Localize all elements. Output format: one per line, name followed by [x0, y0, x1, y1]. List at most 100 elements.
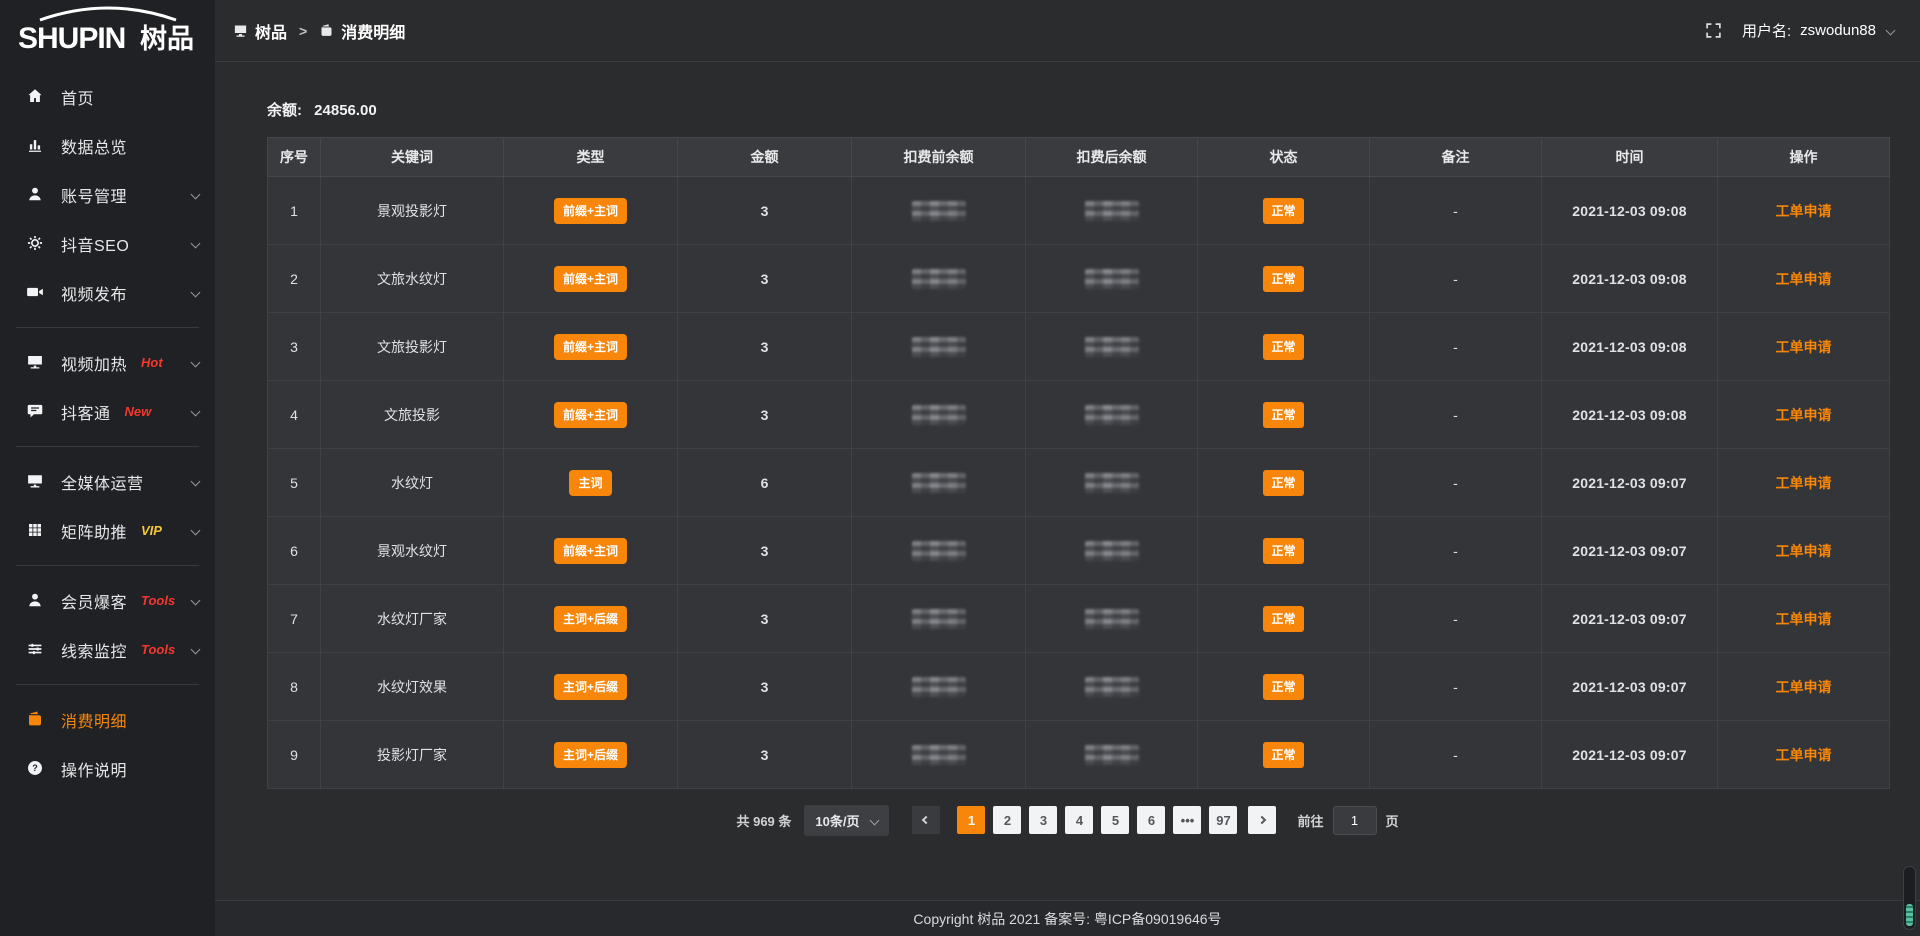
cell-keyword: 文旅水纹灯	[320, 244, 504, 313]
sidebar-item-9[interactable]: 全媒体运营	[0, 457, 215, 506]
cell-type: 前缀+主词	[503, 380, 678, 449]
sidebar-item-7[interactable]: 抖客通 New	[0, 387, 215, 436]
cell-time: 2021-12-03 09:07	[1541, 584, 1718, 653]
page-button-2[interactable]: 2	[993, 806, 1022, 834]
cell-type: 前缀+主词	[503, 244, 678, 313]
work-order-link[interactable]: 工单申请	[1775, 202, 1832, 219]
chevron-down-icon	[190, 238, 201, 249]
fullscreen-icon[interactable]	[1705, 22, 1722, 39]
sidebar-item-2[interactable]: 账号管理	[0, 170, 215, 219]
sidebar-item-13[interactable]: 线索监控 Tools	[0, 625, 215, 674]
sidebar-item-16[interactable]: ? 操作说明	[0, 744, 215, 793]
balance-label: 余额:	[267, 102, 302, 119]
type-badge: 前缀+主词	[553, 401, 627, 428]
table-row: 6 景观水纹灯 前缀+主词 3 正常 -2021-12-03 09:07 工单申请	[267, 516, 1890, 585]
cell-time: 2021-12-03 09:07	[1541, 516, 1718, 585]
cell-no: 7	[267, 584, 321, 653]
cell-action: 工单申请	[1717, 516, 1890, 585]
page-button-5[interactable]: 5	[1101, 806, 1130, 834]
masked-balance-before	[851, 652, 1026, 721]
cell-status: 正常	[1197, 516, 1370, 585]
table-header-row: 序号 关键词 类型 金额 扣费前余额 扣费后余额 状态 备注 时间 操作	[267, 137, 1890, 177]
side-scroll-widget[interactable]	[1903, 866, 1916, 930]
sidebar-item-12[interactable]: 会员爆客 Tools	[0, 576, 215, 625]
page-button-1[interactable]: 1	[957, 806, 986, 834]
wallet-icon	[321, 24, 332, 36]
user-menu[interactable]: 用户名: zswodun88	[1742, 20, 1896, 41]
goto-label: 前往	[1297, 813, 1324, 829]
sidebar-divider	[16, 565, 199, 566]
blurred-value	[911, 336, 966, 357]
sidebar-item-4[interactable]: 视频发布	[0, 268, 215, 317]
sidebar-item-3[interactable]: 抖音SEO	[0, 219, 215, 268]
work-order-link[interactable]: 工单申请	[1775, 746, 1832, 763]
blurred-value	[1084, 540, 1139, 561]
work-order-link[interactable]: 工单申请	[1775, 474, 1832, 491]
page-size-select[interactable]: 10条/页	[804, 804, 890, 836]
blurred-value	[911, 744, 966, 765]
chevron-down-icon	[190, 189, 201, 200]
page-button-6[interactable]: 6	[1137, 806, 1166, 834]
breadcrumb-current[interactable]: 消费明细	[319, 19, 405, 43]
work-order-link[interactable]: 工单申请	[1775, 338, 1832, 355]
video-camera-icon	[26, 283, 46, 303]
column-header: 金额	[677, 137, 852, 177]
sidebar-item-0[interactable]: 首页	[0, 72, 215, 121]
cell-action: 工单申请	[1717, 652, 1890, 721]
sidebar-item-1[interactable]: 数据总览	[0, 121, 215, 170]
blurred-value	[1084, 744, 1139, 765]
table-row: 4 文旅投影 前缀+主词 3 正常 -2021-12-03 09:08 工单申请	[267, 380, 1890, 449]
next-page-button[interactable]	[1248, 806, 1277, 834]
status-badge: 正常	[1263, 333, 1304, 360]
sidebar-item-label: 消费明细	[61, 713, 128, 731]
work-order-link[interactable]: 工单申请	[1775, 270, 1832, 287]
masked-balance-before	[851, 516, 1026, 585]
bar-chart-icon	[26, 136, 46, 156]
consumption-table: 序号 关键词 类型 金额 扣费前余额 扣费后余额 状态 备注 时间 操作 1 景观投影灯 前缀+主词 3…	[267, 137, 1890, 789]
page-button-4[interactable]: 4	[1065, 806, 1094, 834]
app-logo[interactable]: SHUPIN 树品	[0, 0, 215, 60]
page-button-3[interactable]: 3	[1029, 806, 1058, 834]
sidebar-item-label: 视频加热	[61, 356, 128, 374]
sidebar-item-6[interactable]: 视频加热 Hot	[0, 338, 215, 387]
blurred-value	[1084, 336, 1139, 357]
blurred-value	[911, 608, 966, 629]
sidebar-item-label: 首页	[61, 90, 95, 108]
cell-type: 前缀+主词	[503, 312, 678, 381]
chevron-right-icon	[1258, 815, 1267, 825]
sidebar-item-10[interactable]: 矩阵助推 VIP	[0, 506, 215, 555]
chevron-down-icon	[1885, 25, 1896, 36]
sidebar-item-label: 线索监控	[61, 643, 128, 661]
cell-no: 6	[267, 516, 321, 585]
page-button-97[interactable]: 97	[1209, 806, 1238, 834]
blurred-value	[911, 472, 966, 493]
prev-page-button[interactable]	[912, 806, 941, 834]
type-badge: 前缀+主词	[553, 197, 627, 224]
cell-keyword: 景观投影灯	[320, 176, 504, 245]
total-count: 共 969 条	[736, 813, 792, 829]
work-order-link[interactable]: 工单申请	[1775, 406, 1832, 423]
work-order-link[interactable]: 工单申请	[1775, 542, 1832, 559]
work-order-link[interactable]: 工单申请	[1775, 610, 1832, 627]
chat-icon	[26, 402, 46, 422]
blurred-value	[1084, 200, 1139, 221]
work-order-link[interactable]: 工单申请	[1775, 678, 1832, 695]
cell-action: 工单申请	[1717, 584, 1890, 653]
type-badge: 前缀+主词	[553, 333, 627, 360]
masked-balance-after	[1025, 720, 1198, 789]
username-value: zswodun88	[1800, 22, 1876, 39]
cell-action: 工单申请	[1717, 720, 1890, 789]
cell-action: 工单申请	[1717, 448, 1890, 517]
cell-amount: 3	[677, 312, 852, 381]
breadcrumb-home[interactable]: 树品	[233, 19, 287, 43]
blurred-value	[1084, 676, 1139, 697]
page-ellipsis-button[interactable]: •••	[1173, 806, 1202, 834]
cell-remark: -	[1369, 312, 1542, 381]
type-badge: 主词+后缀	[553, 605, 627, 632]
cell-remark: -	[1369, 720, 1542, 789]
sidebar-item-15[interactable]: 消费明细	[0, 695, 215, 744]
cell-keyword: 文旅投影	[320, 380, 504, 449]
cell-amount: 6	[677, 448, 852, 517]
balance-value: 24856.00	[314, 102, 377, 119]
goto-page-input[interactable]	[1332, 805, 1377, 835]
